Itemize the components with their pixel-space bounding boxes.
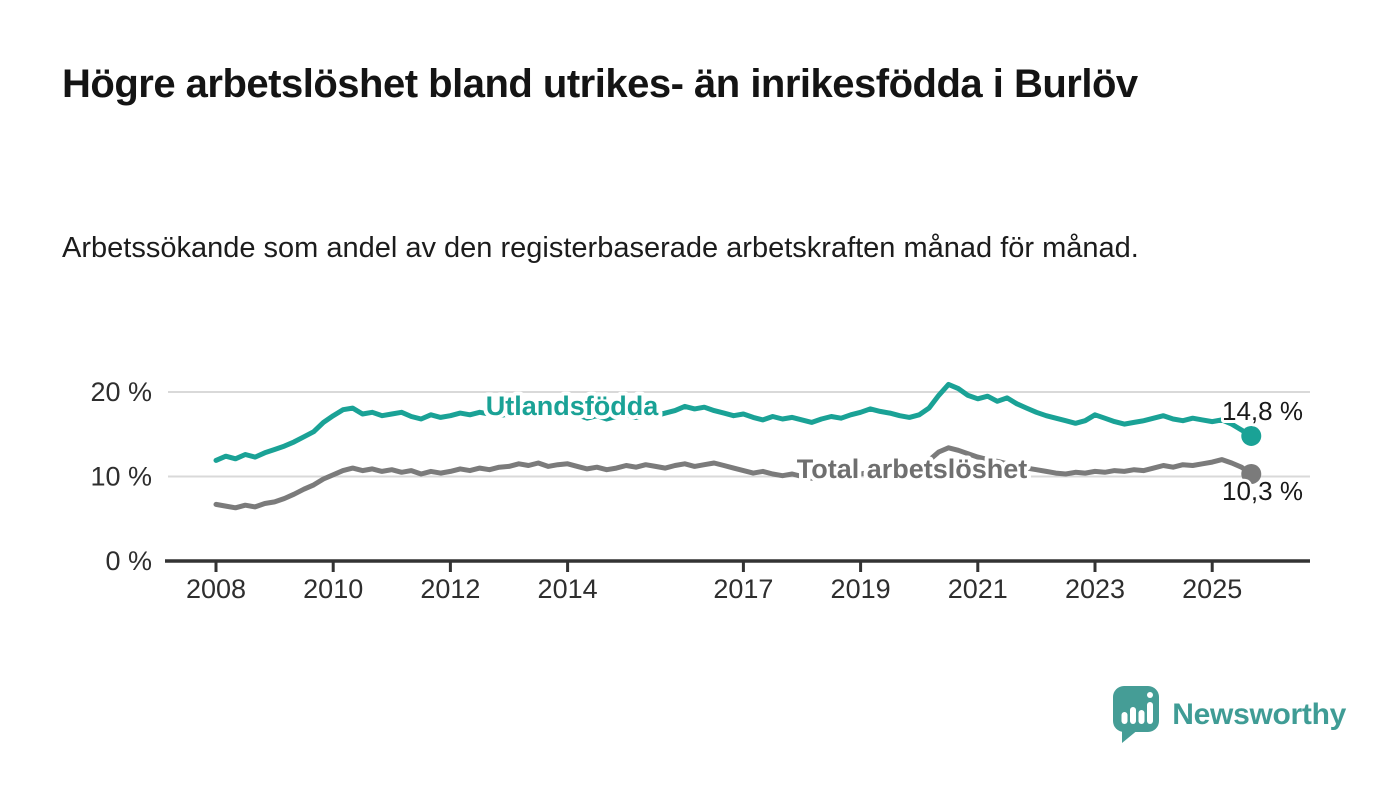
- x-axis-label: 2019: [831, 574, 891, 604]
- y-axis-label: 10 %: [90, 462, 152, 492]
- x-axis-label: 2014: [538, 574, 598, 604]
- chart-subtitle: Arbetssökande som andel av den registerb…: [62, 232, 1139, 264]
- y-axis-label: 0 %: [105, 546, 152, 576]
- x-axis-label: 2025: [1182, 574, 1242, 604]
- end-value-label: 10,3 %: [1222, 476, 1303, 506]
- newsworthy-logo-text: Newsworthy: [1172, 697, 1346, 731]
- series-end-dot: [1241, 463, 1262, 484]
- x-axis-label: 2012: [420, 574, 480, 604]
- newsworthy-logo-icon: [1113, 686, 1160, 743]
- y-axis-label: 20 %: [90, 377, 152, 407]
- newsworthy-logo: Newsworthy: [1111, 684, 1346, 745]
- x-axis-label: 2021: [948, 574, 1008, 604]
- line-chart: 2008 2010 2012 2014 2017 2019 2021 2023 2025 0 % 1…: [0, 350, 1400, 630]
- page-title: Högre arbetslöshet bland utrikes- än inr…: [62, 62, 1138, 106]
- series-label: Utlandsfödda: [486, 391, 659, 421]
- series-line-0: [213, 381, 1254, 463]
- series-end-dot: [1241, 425, 1262, 446]
- x-axis-label: 2017: [713, 574, 773, 604]
- x-axis-label: 2008: [186, 574, 246, 604]
- series-label: Total arbetslöshet: [797, 454, 1028, 484]
- end-value-label: 14,8 %: [1222, 396, 1303, 426]
- x-axis-label: 2023: [1065, 574, 1125, 604]
- x-axis-label: 2010: [303, 574, 363, 604]
- line-chart-canvas: 2008 2010 2012 2014 2017 2019 2021 2023 2025 0 % 1…: [90, 377, 1310, 604]
- series-line-1: [213, 445, 1254, 511]
